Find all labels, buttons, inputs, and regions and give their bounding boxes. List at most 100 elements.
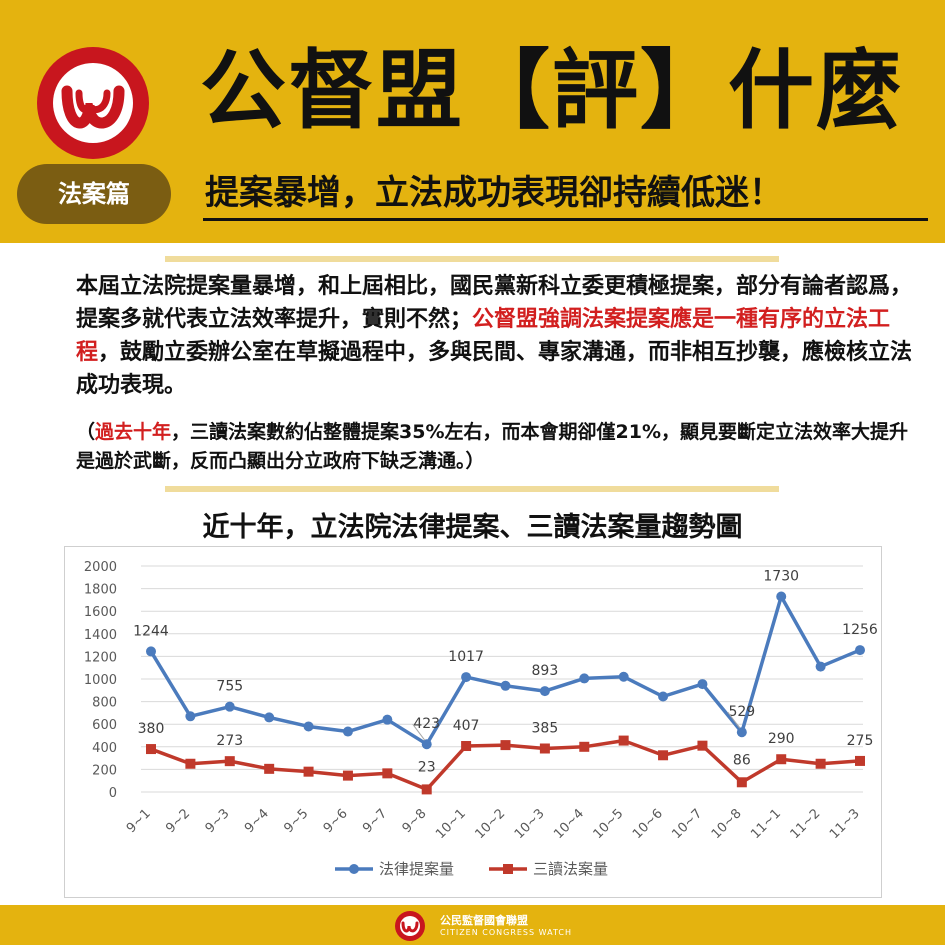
chart-title: 近十年，立法院法律提案、三讀法案量趨勢圖 [202, 512, 743, 543]
data-label: 1730 [763, 569, 799, 585]
data-label: 86 [733, 752, 751, 768]
x-tick-label: 9~3 [203, 806, 233, 836]
intro-text-1: 本屆立法院提案量暴增，和上屆相比，國民黨新科立委更積極提案，部分有論者認爲，提案… [76, 274, 913, 332]
data-point [539, 743, 550, 754]
data-point [500, 740, 511, 751]
citizen-congress-watch-logo-icon [37, 47, 149, 159]
x-tick-label: 10~8 [709, 806, 745, 842]
legend-marker [503, 864, 513, 874]
data-point [618, 671, 629, 682]
intro-paragraph: 本屆立法院提案量暴增，和上屆相比，國民黨新科立委更積極提案，部分有論者認爲，提案… [76, 270, 926, 402]
data-point [146, 646, 156, 657]
y-tick-label: 800 [92, 696, 117, 711]
data-label: 275 [847, 733, 874, 749]
y-tick-label: 1000 [84, 673, 117, 688]
data-label: 23 [418, 759, 436, 775]
intro-highlight: 公督盟強調法案提案應是一種有序的立法工程 [76, 307, 891, 365]
legend-label: 法律提案量 [379, 860, 454, 878]
data-point [224, 701, 235, 712]
y-tick-label: 1800 [84, 583, 117, 598]
x-tick-label: 9~7 [360, 806, 390, 836]
data-point [224, 756, 235, 767]
y-tick-label: 1400 [84, 628, 117, 643]
note-paragraph: （過去十年，三讀法案數約佔整體提案35%左右，而本會期卻僅21%，顯見要斷定立法… [76, 418, 926, 476]
x-tick-label: 11~3 [827, 806, 863, 842]
footer-bar [0, 905, 945, 945]
x-tick-label: 9~2 [163, 806, 193, 836]
data-point [658, 750, 669, 761]
x-tick-label: 10~1 [433, 806, 469, 842]
data-point [736, 727, 747, 738]
x-tick-label: 11~2 [788, 806, 824, 842]
category-badge: 法案篇 [17, 164, 171, 224]
data-point [382, 714, 393, 725]
y-tick-label: 1200 [84, 650, 117, 665]
data-label: 423 [413, 716, 440, 732]
footer-org-name-en: CITIZEN CONGRESS WATCH [440, 928, 572, 937]
data-point [539, 686, 550, 697]
page-title: 公督盟【評】什麼 [200, 40, 904, 141]
x-tick-label: 9~1 [124, 806, 154, 836]
data-point [855, 645, 865, 656]
data-point [618, 735, 629, 746]
data-point [264, 712, 275, 723]
data-label: 1256 [842, 622, 878, 638]
chart-container: 0 200 400 600 800 1000 1200 1400 1600 1800 2000 9~1… [64, 546, 882, 898]
y-tick-label: 400 [92, 741, 117, 756]
data-label: 1244 [133, 623, 169, 639]
intro-text-2: ，鼓勵立委辦公室在草擬過程中，多與民間、專家溝通，而非相互抄襲，應檢核立法成功表… [76, 340, 913, 398]
data-point [697, 679, 708, 690]
note-text: ，三讀法案數約佔整體提案35%左右，而本會期卻僅21%，顯見要斷定立法效率大提升… [76, 421, 908, 472]
y-tick-label: 600 [92, 718, 117, 733]
note-open: （ [76, 421, 96, 443]
x-tick-label: 9~4 [242, 806, 272, 836]
data-point [342, 770, 353, 781]
x-tick-label: 9~6 [321, 806, 351, 836]
y-tick-label: 200 [92, 763, 117, 778]
x-tick-label: 10~7 [669, 806, 705, 842]
data-point [421, 739, 432, 750]
data-point [736, 777, 747, 788]
x-tick-label: 10~3 [512, 806, 548, 842]
x-tick-label: 10~5 [591, 806, 627, 842]
data-label: 385 [532, 720, 559, 736]
data-point [776, 591, 787, 602]
data-label: 893 [532, 663, 559, 679]
data-label: 1017 [448, 649, 484, 665]
data-label: 273 [216, 733, 243, 749]
series-line-1 [149, 594, 861, 746]
subtitle-underline [203, 218, 928, 221]
x-tick-label: 9~8 [400, 806, 430, 836]
legend-label: 三讀法案量 [533, 860, 608, 878]
x-tick-label: 11~1 [748, 806, 784, 842]
data-point [815, 758, 826, 769]
data-point [382, 768, 393, 779]
data-point [815, 661, 826, 672]
data-point [185, 711, 196, 722]
legend-marker [349, 864, 359, 874]
y-tick-label: 0 [109, 786, 117, 801]
data-point [461, 741, 472, 752]
footer-org-name: 公民監督國會聯盟 [440, 914, 528, 927]
x-tick-label: 9~5 [281, 806, 311, 836]
divider-bottom [165, 486, 779, 492]
divider-top [165, 256, 779, 262]
data-point [658, 691, 669, 702]
data-label: 755 [216, 679, 243, 695]
data-point [303, 721, 314, 732]
note-highlight: 過去十年 [95, 421, 172, 443]
data-label: 407 [453, 718, 480, 734]
x-tick-label: 10~4 [551, 806, 587, 842]
line-chart: 0 200 400 600 800 1000 1200 1400 1600 1800 2000 9~1… [84, 560, 878, 878]
data-point [500, 680, 511, 691]
data-point [855, 755, 865, 766]
data-point [146, 744, 156, 755]
footer-logo-icon [395, 911, 425, 941]
data-label: 380 [138, 721, 165, 737]
data-point [579, 673, 590, 684]
x-tick-label: 10~2 [472, 806, 508, 842]
data-label: 529 [728, 704, 755, 720]
y-tick-label: 2000 [84, 560, 117, 575]
data-point [303, 766, 314, 777]
y-tick-label: 1600 [84, 605, 117, 620]
